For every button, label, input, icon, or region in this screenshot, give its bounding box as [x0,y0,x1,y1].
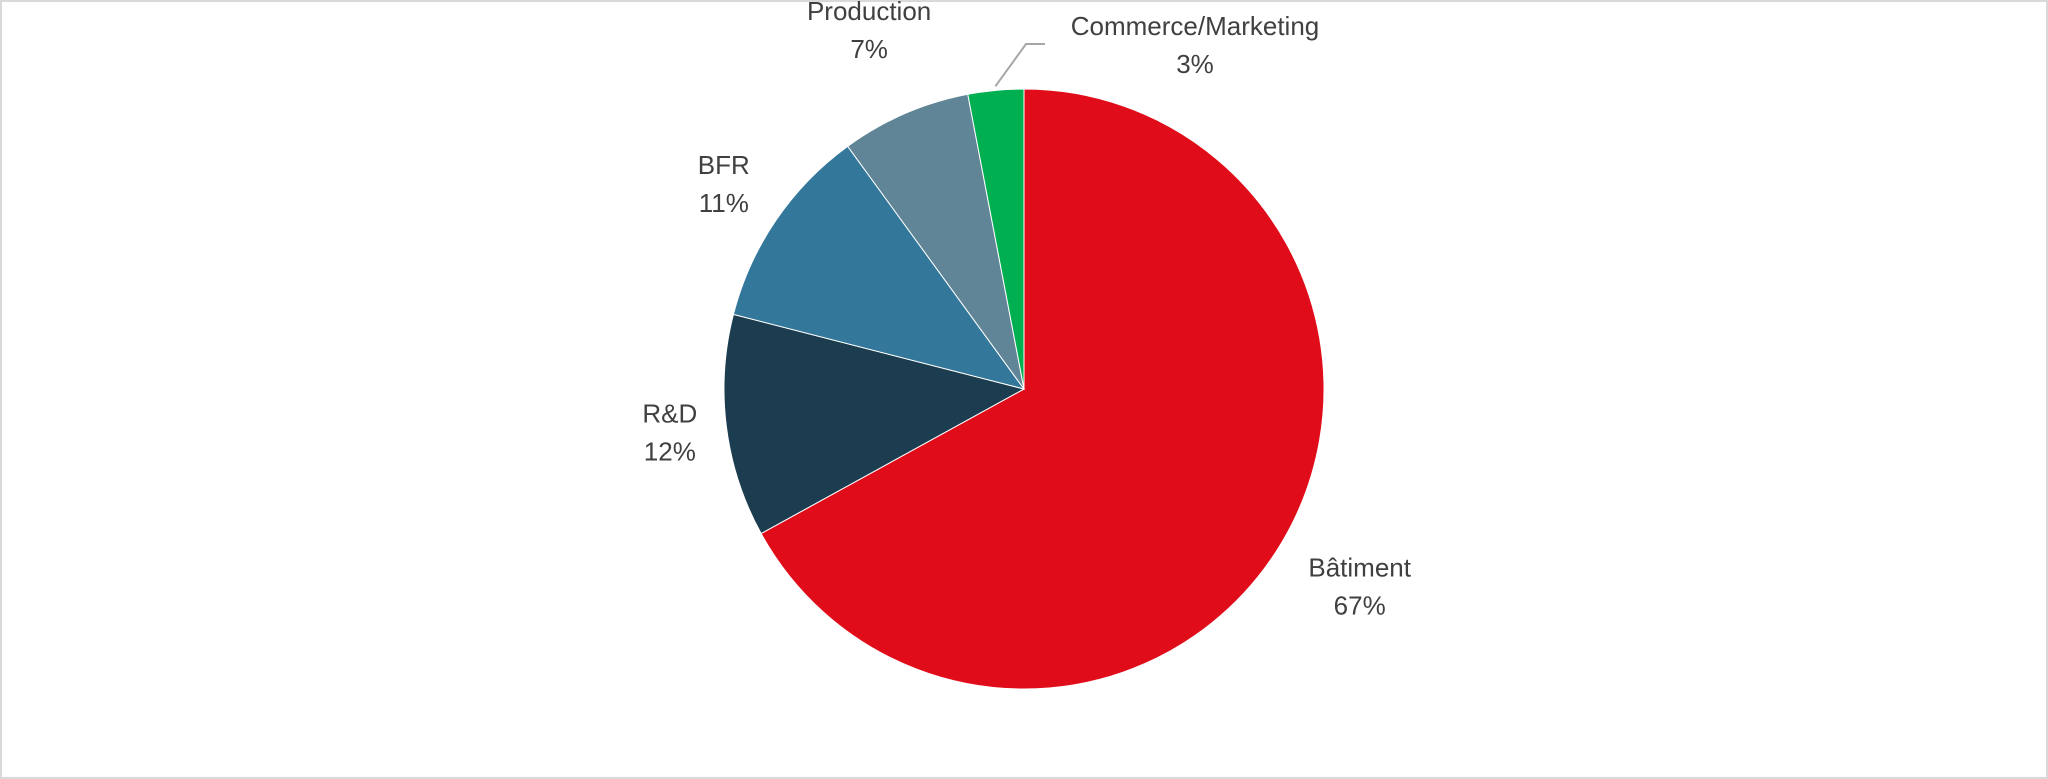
slice-label: Bâtiment [1308,552,1411,582]
leader-line [994,43,1045,87]
pie-slice [732,145,1026,390]
slice-label: Production [807,0,931,26]
slice-label: BFR [698,150,750,180]
slice-value-label: 67% [1334,590,1386,620]
pie-slice [723,313,1026,535]
slice-label: R&D [642,399,697,429]
slice-value-label: 3% [1176,49,1214,79]
slice-label: Commerce/Marketing [1071,11,1320,41]
slice-value-label: 11% [699,188,749,218]
slice-value-label: 12% [644,437,696,467]
pie-slice [967,88,1025,390]
pie-slice [846,93,1025,390]
slice-value-label: 7% [850,34,888,64]
pie-slice [760,88,1325,690]
